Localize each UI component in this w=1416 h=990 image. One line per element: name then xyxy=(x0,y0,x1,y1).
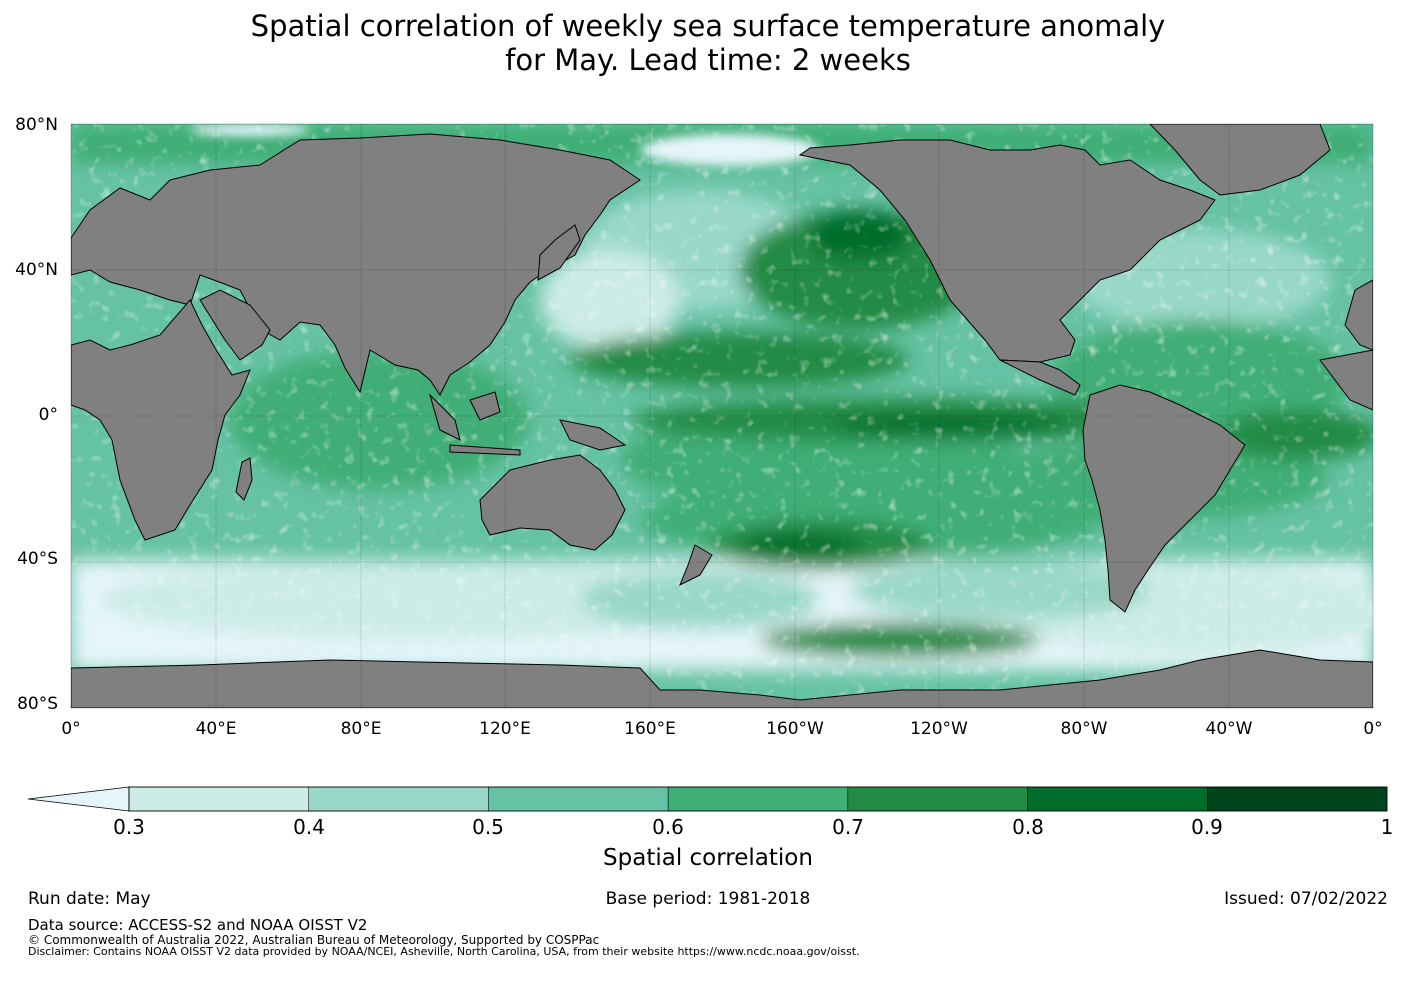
colorbar-tick: 0.6 xyxy=(652,815,684,839)
lon-label: 80°E xyxy=(340,719,382,739)
colorbar-segment xyxy=(488,786,669,812)
colorbar-segment xyxy=(667,786,849,812)
chart-title-line2: for May. Lead time: 2 weeks xyxy=(505,43,911,77)
lon-label: 120°E xyxy=(479,719,531,739)
colorbar-label: Spatial correlation xyxy=(603,845,813,871)
colorbar-tick: 0.3 xyxy=(113,815,145,839)
lon-label: 80°W xyxy=(1060,719,1108,739)
colorbar-extend-triangle xyxy=(27,786,130,812)
colorbar-segment xyxy=(1207,786,1388,812)
issued-date: Issued: 07/02/2022 xyxy=(1224,889,1388,909)
base-period: Base period: 1981-2018 xyxy=(605,889,811,909)
colorbar-segment xyxy=(847,786,1028,812)
map-frame xyxy=(70,123,1374,709)
colorbar-segment xyxy=(128,786,309,812)
lat-label: 0° xyxy=(38,405,58,425)
lon-label: 120°W xyxy=(910,719,968,739)
lon-label: 40°E xyxy=(195,719,237,739)
copyright: © Commonwealth of Australia 2022, Austra… xyxy=(28,933,600,947)
disclaimer: Disclaimer: Contains NOAA OISST V2 data … xyxy=(28,945,860,958)
colorbar-tick: 0.9 xyxy=(1191,815,1223,839)
lat-label: 80°N xyxy=(15,115,58,135)
lon-label: 160°E xyxy=(624,719,676,739)
colorbar-frame xyxy=(128,786,1388,812)
run-date: Run date: May xyxy=(28,889,151,909)
lon-label: 0° xyxy=(61,719,81,739)
lon-label: 160°W xyxy=(766,719,824,739)
graticule xyxy=(71,124,1373,708)
lon-label: 0° xyxy=(1363,719,1383,739)
colorbar-tick: 0.8 xyxy=(1012,815,1044,839)
colorbar-tick: 1 xyxy=(1380,815,1394,839)
lon-label: 40°W xyxy=(1205,719,1253,739)
colorbar-tick: 0.5 xyxy=(472,815,504,839)
land-masses xyxy=(71,124,1373,708)
data-source: Data source: ACCESS-S2 and NOAA OISST V2 xyxy=(28,916,368,934)
colorbar-segment xyxy=(308,786,489,812)
colorbar-tick: 0.4 xyxy=(293,815,325,839)
lat-label: 80°S xyxy=(17,694,58,714)
lat-label: 40°N xyxy=(15,260,58,280)
colorbar-segment xyxy=(1027,786,1208,812)
colorbar-tick: 0.7 xyxy=(832,815,864,839)
chart-title-line1: Spatial correlation of weekly sea surfac… xyxy=(250,9,1166,43)
lat-label: 40°S xyxy=(17,549,58,569)
